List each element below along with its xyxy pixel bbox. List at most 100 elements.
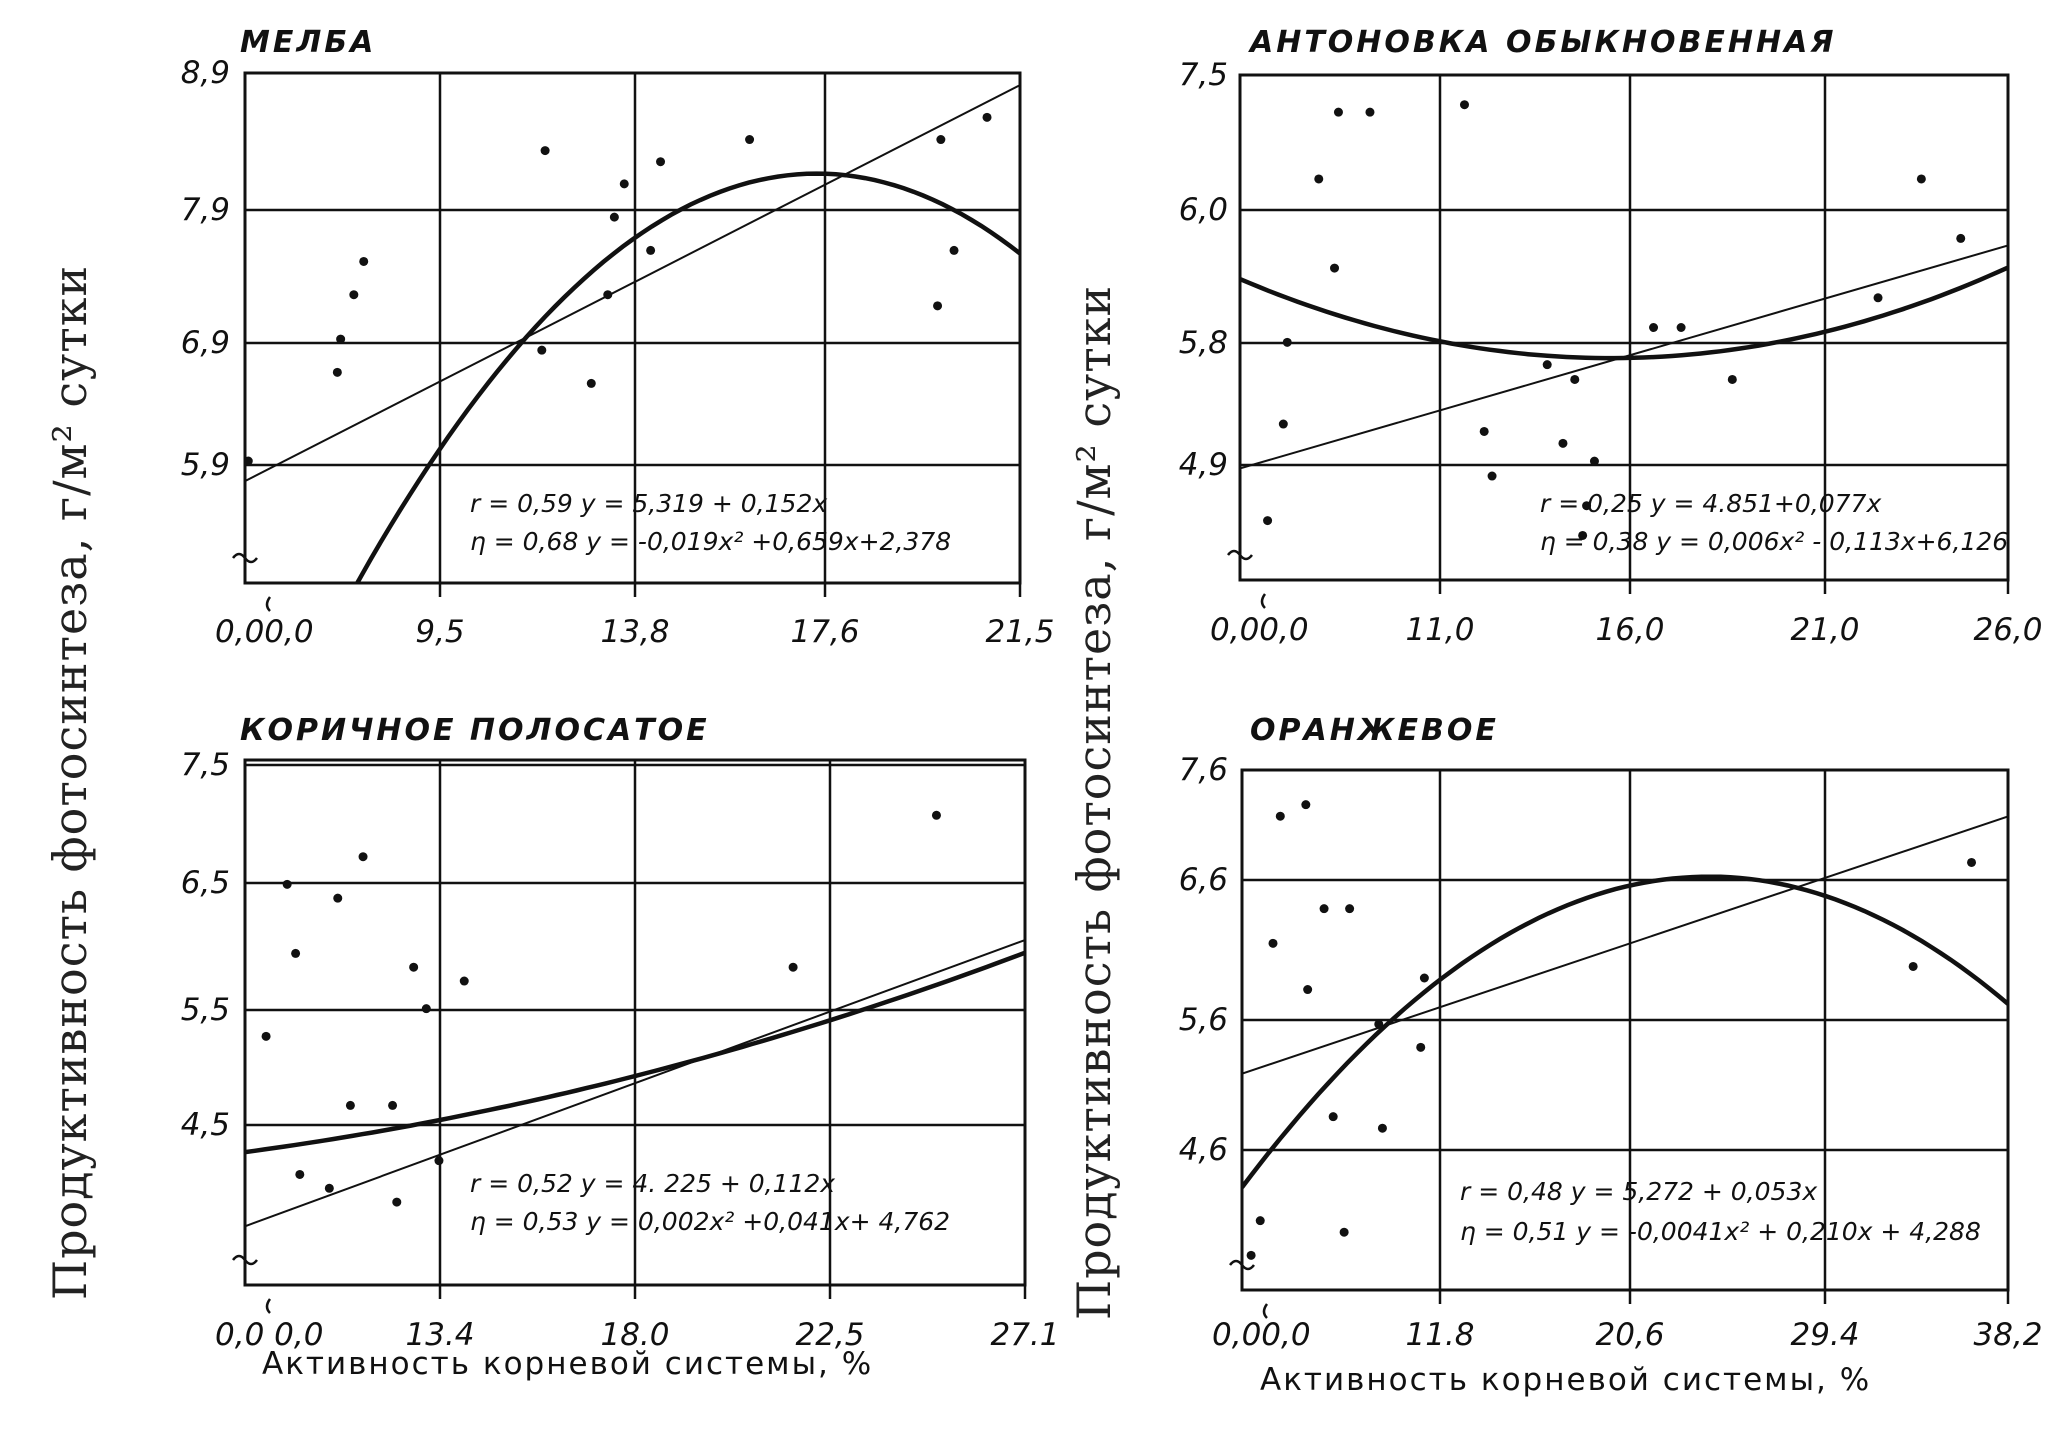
data-point	[1676, 323, 1686, 332]
data-point	[540, 146, 550, 156]
data-point	[1246, 1250, 1256, 1260]
data-point	[949, 245, 959, 255]
data-point	[359, 256, 369, 266]
data-point	[1365, 107, 1375, 117]
y-tick-label: 5,9	[181, 447, 230, 483]
data-point	[931, 810, 941, 820]
data-point	[388, 1100, 398, 1110]
data-point	[1301, 800, 1311, 810]
data-point	[609, 212, 619, 222]
data-point	[1328, 1112, 1338, 1122]
data-point	[982, 112, 992, 122]
data-point	[459, 976, 469, 986]
data-point	[1278, 419, 1288, 429]
x-tick-label: 27.1	[990, 1317, 1059, 1353]
y-tick-label: 7,5	[181, 747, 230, 783]
chart-panel-4: ОРАНЖЕВОЕ 0,00,0 11.8 20,6 29.4 38,2 4,6 5,6 6,6…	[1179, 713, 2043, 1353]
panels: МЕЛБА 0,00,0 9,5 13,8 17,6 21,5 5,9 6,9 7,9 8,9 r …	[181, 25, 2043, 1353]
data-point	[1558, 438, 1568, 448]
data-point	[1727, 374, 1737, 384]
x-axis-break	[1262, 1303, 1269, 1319]
linear-fit-label: r = 0,25 y = 4.851+0,077x	[1540, 489, 1881, 518]
chart-title: ОРАНЖЕВОЕ	[1250, 713, 1499, 748]
data-point	[1416, 1042, 1426, 1052]
x-tick-label: 13,8	[600, 614, 669, 650]
y-tick-label: 8,9	[181, 55, 230, 91]
plot-area	[245, 810, 1025, 1228]
quadratic-fit-label: η = 0,68 y = -0,019x² +0,659x+2,378	[470, 527, 951, 556]
data-point	[336, 334, 346, 344]
x-tick-label: 38,2	[1973, 1317, 2042, 1353]
y-axis-label-middle: Продуктивность фотосинтеза, г/м² сутки	[1067, 285, 1121, 1320]
data-point	[936, 135, 946, 145]
data-point	[656, 157, 666, 167]
data-point	[603, 290, 613, 300]
data-point	[1268, 938, 1278, 948]
data-point	[1967, 857, 1977, 867]
data-point	[933, 301, 943, 311]
x-axis-label-left: Активность корневой системы, %	[262, 1346, 873, 1382]
data-point	[1303, 985, 1313, 995]
y-axis-break	[1229, 1259, 1255, 1271]
chart-panel-3: КОРИЧНОЕ ПОЛОСАТОЕ 0,0 0,0 13.4 18.0 22,5 27.…	[181, 713, 1060, 1353]
x-tick-label: 29.4	[1790, 1317, 1859, 1353]
x-tick-label: 16,0	[1595, 612, 1664, 648]
y-tick-label: 7,6	[1179, 752, 1228, 788]
data-point	[324, 1183, 334, 1193]
data-point	[1908, 961, 1918, 971]
x-tick-label: 26,0	[1973, 612, 2042, 648]
data-point	[1339, 1227, 1349, 1237]
quadratic-fit-label: η = 0,51 y = -0,0041x² + 0,210x + 4,288	[1460, 1217, 1981, 1246]
data-point	[1374, 1019, 1384, 1029]
y-tick-label: 6,5	[181, 865, 230, 901]
data-point	[1589, 456, 1599, 466]
y-tick-label: 6,0	[1179, 192, 1228, 228]
x-tick-label: 21,5	[985, 614, 1054, 650]
data-point	[421, 1004, 431, 1014]
data-point	[1916, 174, 1926, 184]
data-point	[295, 1169, 305, 1179]
y-axis-break	[232, 1254, 258, 1266]
x-axis-label-right: Активность корневой системы, %	[1260, 1362, 1871, 1398]
data-point	[434, 1156, 444, 1166]
linear-fit-label: r = 0,59 y = 5,319 + 0,152x	[470, 489, 827, 518]
data-point	[1956, 233, 1966, 243]
data-point	[1319, 904, 1329, 914]
y-axis-break	[1227, 549, 1253, 561]
x-tick-label: 22,5	[795, 1317, 864, 1353]
x-tick-label: 13.4	[405, 1317, 474, 1353]
chart-title: КОРИЧНОЕ ПОЛОСАТОЕ	[240, 713, 710, 748]
y-axis-label-left: Продуктивность фотосинтеза, г/м² сутки	[43, 265, 97, 1300]
x-tick-label: 20,6	[1595, 1317, 1664, 1353]
x-tick-label: 0,00,0	[1210, 612, 1309, 648]
data-point	[537, 345, 547, 355]
data-point	[1570, 374, 1580, 384]
x-axis-break	[1260, 593, 1267, 609]
plot-frame	[1238, 73, 2010, 582]
x-tick-label: 17,6	[790, 614, 859, 650]
chart-title: АНТОНОВКА ОБЫКНОВЕННАЯ	[1248, 25, 1836, 60]
y-tick-label: 7,9	[181, 192, 230, 228]
y-tick-label: 5,6	[1179, 1002, 1228, 1038]
chart-panel-1: МЕЛБА 0,00,0 9,5 13,8 17,6 21,5 5,9 6,9 7,9 8,9 r …	[181, 25, 1055, 650]
x-tick-label: 0,00,0	[215, 614, 314, 650]
y-tick-label: 6,6	[1179, 862, 1228, 898]
y-tick-label: 6,9	[181, 325, 230, 361]
data-point	[282, 879, 292, 889]
data-point	[1263, 516, 1273, 526]
data-point	[745, 135, 755, 145]
linear-fit-line	[245, 939, 1025, 1228]
plot-frame	[243, 71, 1022, 585]
data-point	[345, 1100, 355, 1110]
data-point	[333, 893, 343, 903]
data-point	[1649, 323, 1659, 332]
x-tick-label: 11.8	[1405, 1317, 1474, 1353]
chart-panel-2: АНТОНОВКА ОБЫКНОВЕННАЯ 0,00,0 11,0 16,0 21,0…	[1179, 25, 2043, 648]
data-point	[392, 1197, 402, 1207]
x-axis-break	[265, 1298, 272, 1314]
x-tick-label: 11,0	[1405, 612, 1474, 648]
data-point	[1330, 263, 1340, 273]
data-point	[1542, 360, 1552, 370]
data-point	[245, 456, 253, 466]
data-point	[646, 245, 656, 255]
